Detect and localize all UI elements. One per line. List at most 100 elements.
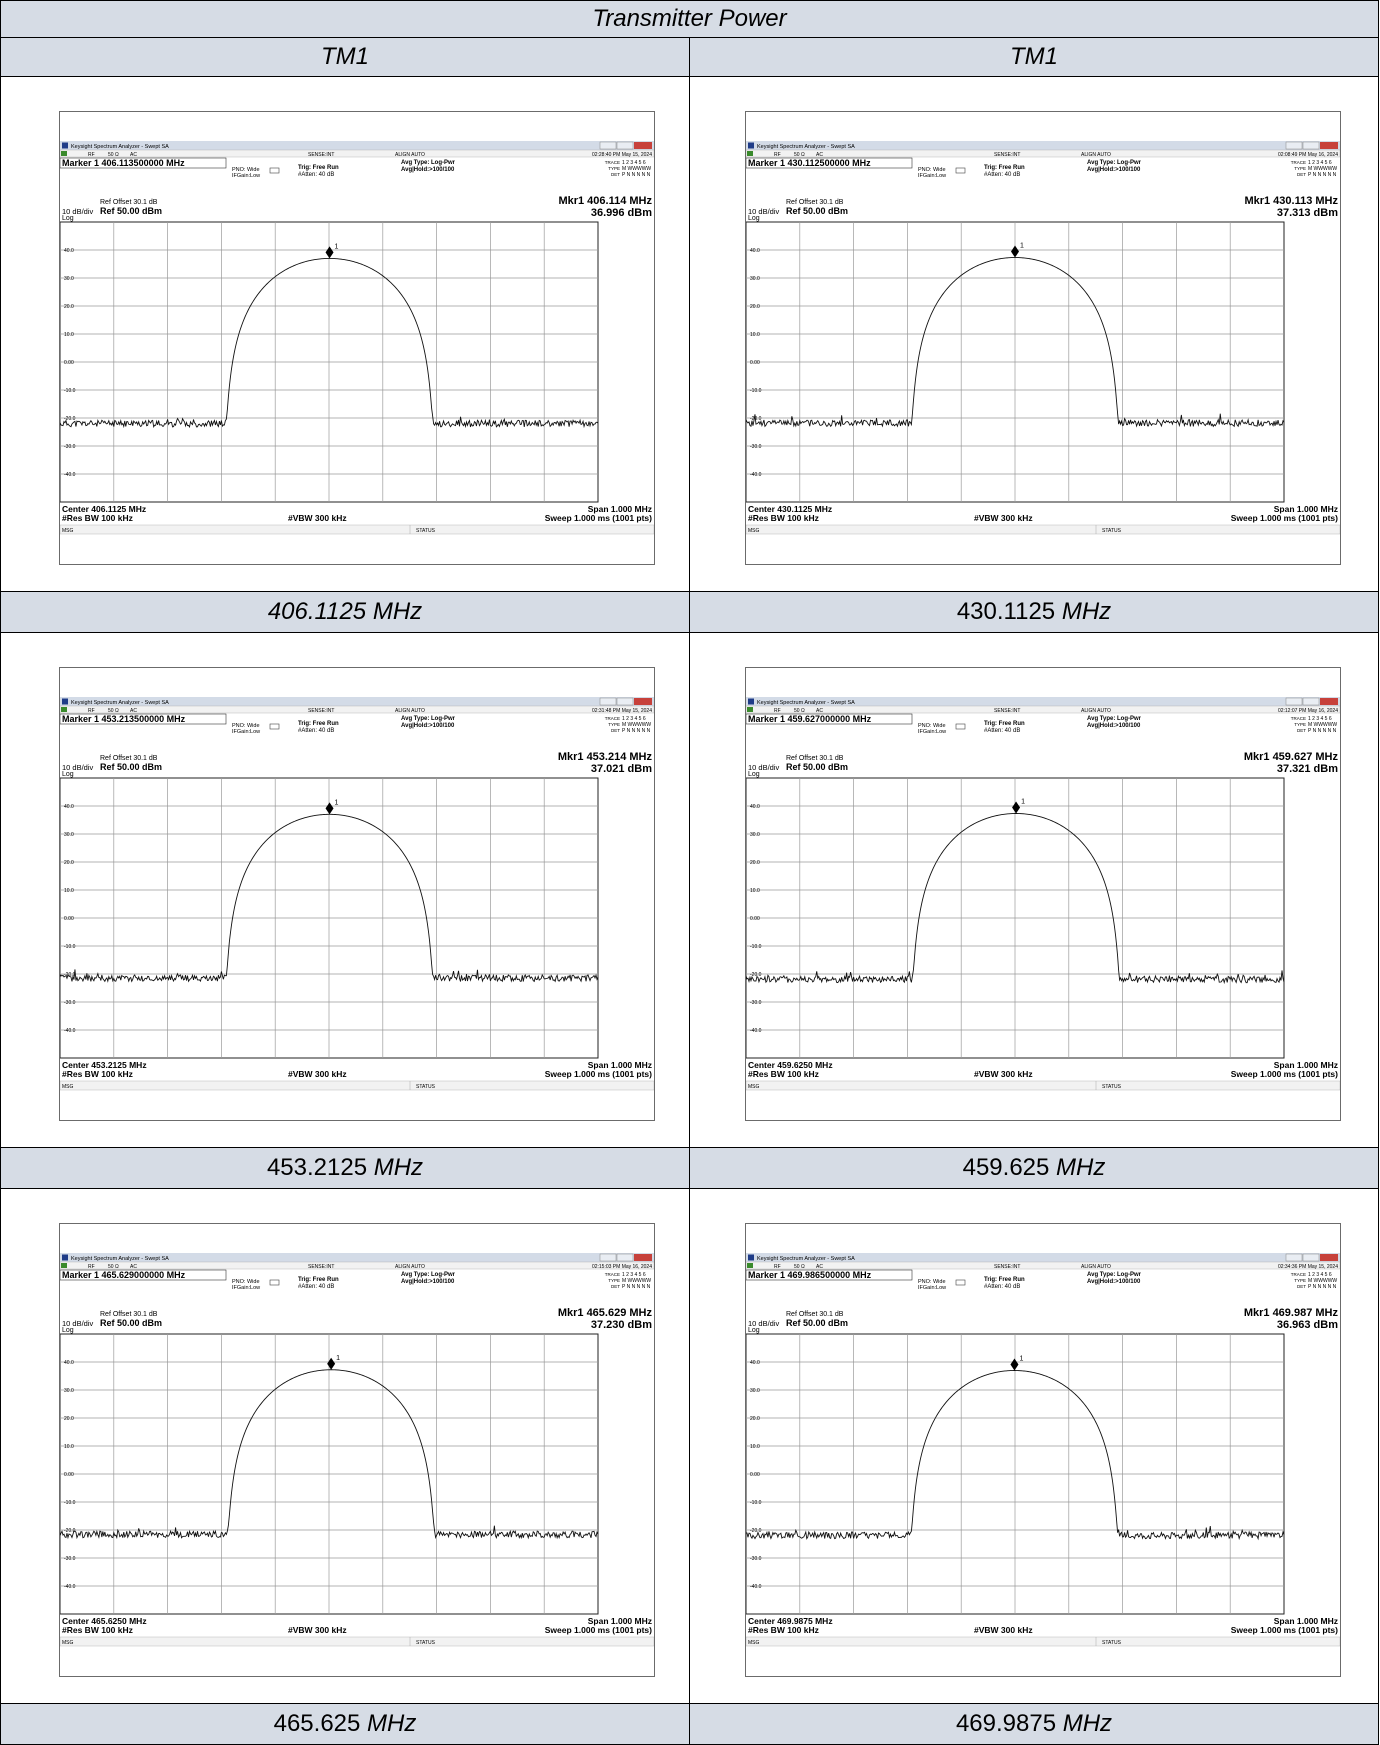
title-bar [60,1253,654,1262]
det-label: DET [1297,172,1306,177]
close-icon[interactable] [634,1254,652,1261]
spectrum-trace [60,257,599,429]
caption-frequency: 469.9875 [955,1710,1057,1737]
trace-values: 1 2 3 4 5 6 [1308,716,1332,722]
y-tick-label: 20.0 [750,1416,760,1422]
align-label: ALIGN AUTO [395,152,425,158]
align-label: ALIGN AUTO [1081,152,1111,158]
minimize-icon[interactable] [599,1253,617,1262]
impedance-label: 50 Ω [108,1264,119,1270]
y-tick-label: -20.0 [64,972,76,978]
title-bar [60,141,654,150]
status-strip [60,1261,654,1270]
minimize-icon[interactable] [599,141,617,150]
status-strip [746,705,1340,714]
y-tick-label: 30.0 [64,1388,74,1394]
marker-number: 1 [336,1355,340,1362]
marker-frequency-readout: Mkr1 430.113 MHz [1244,195,1338,207]
graticule [60,777,599,1059]
trace-label: TRACE [1291,716,1306,721]
vbw: #VBW 300 kHz [974,513,1033,523]
close-icon[interactable] [634,698,652,705]
caption-frequency: 465.625 [273,1710,361,1737]
close-icon[interactable] [1320,1254,1338,1261]
frequency-caption: 453.2125 MHz [0,1147,690,1189]
app-icon [748,142,754,149]
type-label: TYPE [1294,722,1306,727]
marker-title-box [60,1269,227,1281]
atten-label: #Atten: 40 dB [298,728,334,734]
spectrum-screenshot: Keysight Spectrum Analyzer - Swept SA RF 5… [745,1223,1341,1677]
restore-icon[interactable] [1302,697,1320,706]
span: Span 1.000 MHz [588,1616,652,1626]
ref-level-label: Ref 50.00 dBm [100,762,162,772]
center-frequency: Center 453.2125 MHz [62,1060,147,1070]
ifgain-label: IFGain:Low [918,729,946,735]
marker-title: Marker 1 430.112500000 MHz [748,158,871,168]
caption-unit: MHz [373,1154,424,1181]
minimize-icon[interactable] [599,697,617,706]
restore-icon[interactable] [616,697,634,706]
scale-label: 10 dB/div [748,763,780,772]
frequency-caption: 465.625 MHz [0,1703,690,1745]
restore-icon[interactable] [1302,1253,1320,1262]
caption-unit: MHz [1061,598,1112,625]
y-tick-label: 40.0 [750,804,760,810]
ref-level-label: Ref 50.00 dBm [100,206,162,216]
sense-label: SENSE:INT [994,708,1020,714]
y-tick-label: -40.0 [64,1028,76,1034]
y-tick-label: 20.0 [64,1416,74,1422]
y-tick-label: 30.0 [64,832,74,838]
y-tick-label: -40.0 [750,1028,762,1034]
marker-number: 1 [335,243,339,250]
close-icon[interactable] [1320,142,1338,149]
y-tick-label: -30.0 [750,1000,762,1006]
trace-label: TRACE [605,160,620,165]
msg-label: MSG [62,528,74,534]
timestamp: 02:08:49 PM May 16, 2024 [1278,152,1338,158]
impedance-label: 50 Ω [108,152,119,158]
restore-icon[interactable] [616,141,634,150]
ifgain-label: IFGain:Low [232,729,260,735]
align-label: ALIGN AUTO [395,1264,425,1270]
close-icon[interactable] [1320,698,1338,705]
impedance-label: 50 Ω [794,152,805,158]
coupling-label: AC [816,1264,823,1270]
avg-hold-label: Avg|Hold:>100/100 [401,723,455,729]
sense-label: SENSE:INT [994,152,1020,158]
marker-diamond [325,802,334,815]
trigger-label: Trig: Free Run [984,721,1025,727]
scale-label: 10 dB/div [62,1319,94,1328]
res-bw: #Res BW 100 kHz [748,513,819,523]
message-bar [746,524,1340,535]
restore-icon[interactable] [616,1253,634,1262]
log-label: Log [748,1327,760,1334]
restore-icon[interactable] [1302,141,1320,150]
rf-led-icon [747,151,753,156]
pno-label: PNO: Wide [918,723,946,729]
spectrum-screenshot: Keysight Spectrum Analyzer - Swept SA RF 5… [59,667,655,1121]
trigger-label: Trig: Free Run [298,721,339,727]
span: Span 1.000 MHz [588,504,652,514]
plot-cell: Keysight Spectrum Analyzer - Swept SA RF 5… [689,76,1379,592]
title-bar [746,1253,1340,1262]
ifgain-label: IFGain:Low [918,1285,946,1291]
y-tick-label: -10.0 [750,944,762,950]
det-label: DET [611,172,620,177]
trace-label: TRACE [605,1272,620,1277]
atten-label: #Atten: 40 dB [298,1284,334,1290]
type-values: M WWWWW [1308,1278,1337,1284]
vbw: #VBW 300 kHz [288,513,347,523]
minimize-icon[interactable] [1285,141,1303,150]
ref-offset-label: Ref Offset 30.1 dB [100,1311,158,1318]
y-tick-label: -20.0 [64,416,76,422]
close-icon[interactable] [634,142,652,149]
marker-level-readout: 36.963 dBm [1277,1319,1338,1331]
minimize-icon[interactable] [1285,697,1303,706]
app-icon [62,1254,68,1261]
marker-frequency-readout: Mkr1 406.114 MHz [558,195,652,207]
plot-cell: Keysight Spectrum Analyzer - Swept SA RF 5… [689,632,1379,1148]
minimize-icon[interactable] [1285,1253,1303,1262]
avg-type-label: Avg Type: Log-Pwr [1087,1272,1142,1278]
trigger-icon [955,723,966,730]
